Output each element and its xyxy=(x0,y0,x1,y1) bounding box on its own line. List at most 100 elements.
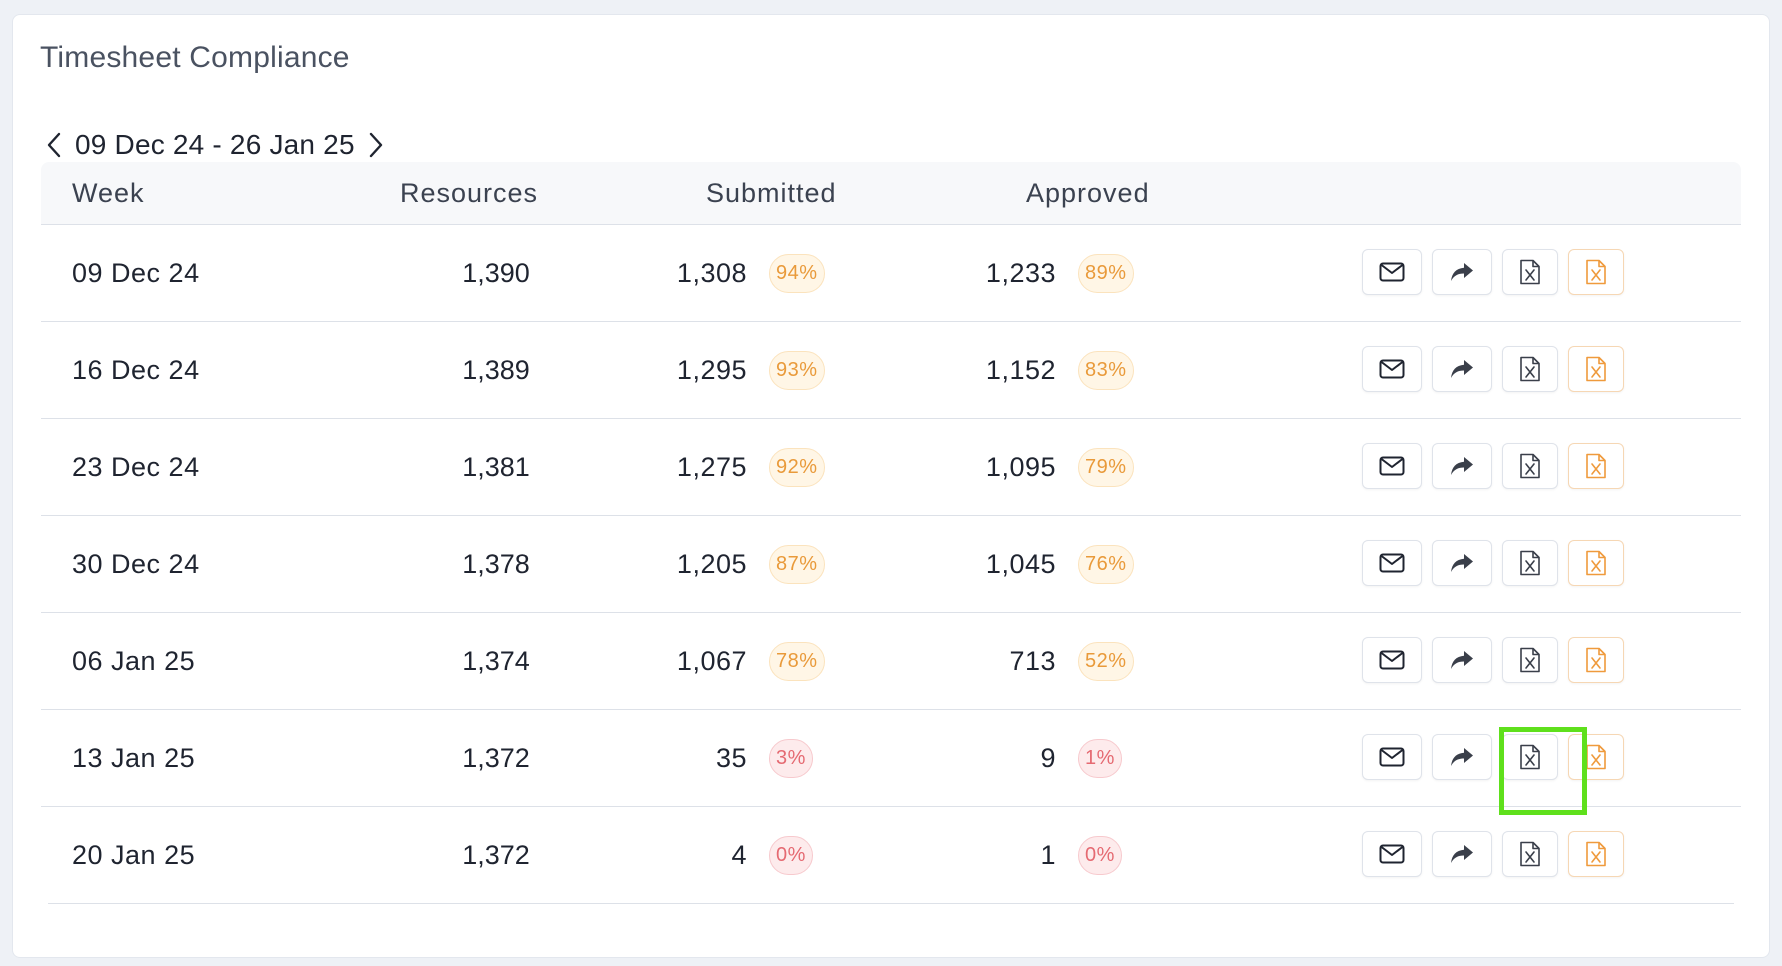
resources-value: 1,374 xyxy=(462,645,530,676)
export-excel-button[interactable] xyxy=(1502,831,1558,877)
submitted-percent-badge: 93% xyxy=(769,350,825,390)
approved-value: 713 xyxy=(1009,645,1056,676)
compliance-table: Week Resources Submitted Approved 09 Dec… xyxy=(41,162,1741,904)
date-range-navigator: 09 Dec 24 - 26 Jan 25 xyxy=(41,123,389,167)
week-cell: 06 Jan 25 xyxy=(72,613,195,709)
export-excel-button[interactable] xyxy=(1502,540,1558,586)
approved-cell: 1,045 76% xyxy=(941,516,1201,612)
export-excel-alt-button[interactable] xyxy=(1568,540,1624,586)
submitted-value: 1,295 xyxy=(676,354,747,385)
submitted-value: 1,067 xyxy=(676,645,747,676)
share-button[interactable] xyxy=(1432,346,1492,392)
resources-value: 1,390 xyxy=(462,257,530,288)
export-excel-alt-button[interactable] xyxy=(1568,831,1624,877)
send-reminder-button[interactable] xyxy=(1362,540,1422,586)
week-label: 09 Dec 24 xyxy=(72,257,200,288)
submitted-value: 1,205 xyxy=(676,548,747,579)
resources-cell: 1,372 xyxy=(436,710,556,806)
week-cell: 13 Jan 25 xyxy=(72,710,195,806)
resources-cell: 1,390 xyxy=(436,225,556,321)
week-cell: 20 Jan 25 xyxy=(72,807,195,903)
share-button[interactable] xyxy=(1432,637,1492,683)
table-row: 09 Dec 24 1,390 1,308 94% 1,233 89% xyxy=(41,225,1741,322)
export-excel-alt-button[interactable] xyxy=(1568,249,1624,295)
excel-export-orange-icon xyxy=(1586,841,1606,867)
export-excel-button[interactable] xyxy=(1502,637,1558,683)
row-actions xyxy=(1362,734,1624,782)
share-icon xyxy=(1451,748,1473,766)
approved-value: 1,045 xyxy=(985,548,1056,579)
approved-percent-badge: 76% xyxy=(1078,544,1134,584)
resources-value: 1,389 xyxy=(462,354,530,385)
export-excel-alt-button[interactable] xyxy=(1568,443,1624,489)
share-button[interactable] xyxy=(1432,443,1492,489)
week-cell: 09 Dec 24 xyxy=(72,225,200,321)
approved-cell: 1,233 89% xyxy=(941,225,1201,321)
submitted-value: 4 xyxy=(731,839,747,870)
send-reminder-button[interactable] xyxy=(1362,443,1422,489)
next-range-button[interactable] xyxy=(363,123,389,167)
submitted-cell: 1,295 93% xyxy=(632,322,892,418)
excel-export-orange-icon xyxy=(1586,550,1606,576)
resources-cell: 1,389 xyxy=(436,322,556,418)
table-body: 09 Dec 24 1,390 1,308 94% 1,233 89% xyxy=(41,225,1741,904)
resources-value: 1,372 xyxy=(462,742,530,773)
submitted-cell: 35 3% xyxy=(632,710,892,806)
export-excel-button[interactable] xyxy=(1502,443,1558,489)
approved-percent-badge: 83% xyxy=(1078,350,1134,390)
row-actions xyxy=(1362,443,1624,491)
share-button[interactable] xyxy=(1432,249,1492,295)
mail-icon xyxy=(1379,359,1405,379)
export-excel-button[interactable] xyxy=(1502,249,1558,295)
table-row: 06 Jan 25 1,374 1,067 78% 713 52% xyxy=(41,613,1741,710)
export-excel-alt-button[interactable] xyxy=(1568,637,1624,683)
submitted-cell: 1,205 87% xyxy=(632,516,892,612)
share-icon xyxy=(1451,651,1473,669)
mail-icon xyxy=(1379,262,1405,282)
timesheet-compliance-card: Timesheet Compliance 09 Dec 24 - 26 Jan … xyxy=(12,14,1770,958)
share-button[interactable] xyxy=(1432,540,1492,586)
mail-icon xyxy=(1379,553,1405,573)
excel-export-orange-icon xyxy=(1586,647,1606,673)
excel-export-orange-icon xyxy=(1586,453,1606,479)
approved-percent-badge: 0% xyxy=(1078,835,1122,875)
excel-export-icon xyxy=(1520,259,1540,285)
card-title: Timesheet Compliance xyxy=(40,41,350,74)
export-excel-button[interactable] xyxy=(1502,734,1558,780)
header-resources: Resources xyxy=(400,178,539,208)
send-reminder-button[interactable] xyxy=(1362,831,1422,877)
resources-value: 1,381 xyxy=(462,451,530,482)
table-row: 30 Dec 24 1,378 1,205 87% 1,045 76% xyxy=(41,516,1741,613)
table-header: Week Resources Submitted Approved xyxy=(41,162,1741,225)
share-icon xyxy=(1451,360,1473,378)
week-label: 30 Dec 24 xyxy=(72,548,200,579)
send-reminder-button[interactable] xyxy=(1362,734,1422,780)
row-actions xyxy=(1362,637,1624,685)
approved-cell: 1,152 83% xyxy=(941,322,1201,418)
approved-cell: 1 0% xyxy=(941,807,1201,903)
week-label: 16 Dec 24 xyxy=(72,354,200,385)
submitted-cell: 1,308 94% xyxy=(632,225,892,321)
share-button[interactable] xyxy=(1432,734,1492,780)
excel-export-icon xyxy=(1520,550,1540,576)
export-excel-button[interactable] xyxy=(1502,346,1558,392)
send-reminder-button[interactable] xyxy=(1362,637,1422,683)
week-label: 20 Jan 25 xyxy=(72,839,196,870)
send-reminder-button[interactable] xyxy=(1362,346,1422,392)
week-cell: 16 Dec 24 xyxy=(72,322,200,418)
excel-export-icon xyxy=(1520,647,1540,673)
export-excel-alt-button[interactable] xyxy=(1568,346,1624,392)
submitted-cell: 4 0% xyxy=(632,807,892,903)
submitted-cell: 1,067 78% xyxy=(632,613,892,709)
week-label: 13 Jan 25 xyxy=(72,742,196,773)
share-button[interactable] xyxy=(1432,831,1492,877)
send-reminder-button[interactable] xyxy=(1362,249,1422,295)
prev-range-button[interactable] xyxy=(41,123,67,167)
row-actions xyxy=(1362,346,1624,394)
approved-percent-badge: 89% xyxy=(1078,253,1134,293)
approved-value: 1,152 xyxy=(985,354,1056,385)
approved-value: 9 xyxy=(1040,742,1056,773)
excel-export-icon xyxy=(1520,841,1540,867)
export-excel-alt-button[interactable] xyxy=(1568,734,1624,780)
share-icon xyxy=(1451,263,1473,281)
